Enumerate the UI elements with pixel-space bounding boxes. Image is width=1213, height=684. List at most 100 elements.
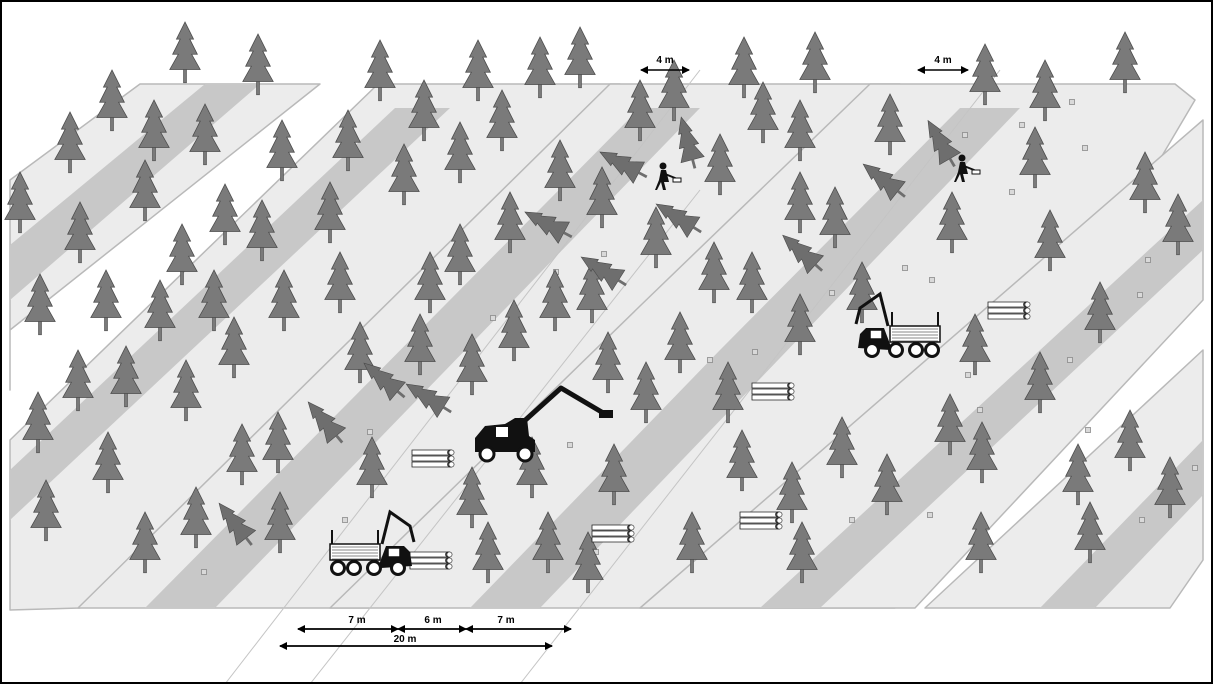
conifer-icon <box>246 199 278 262</box>
stump-marker-icon <box>977 407 983 413</box>
conifer-icon <box>1062 443 1094 506</box>
stump-marker-icon <box>962 132 968 138</box>
conifer-icon <box>966 421 998 484</box>
log-pile-icon <box>751 382 795 401</box>
conifer-icon <box>784 99 816 162</box>
conifer-icon <box>532 511 564 574</box>
conifer-icon <box>92 431 124 494</box>
stump-marker-icon <box>1137 292 1143 298</box>
felled-conifer-icon <box>363 362 406 402</box>
conifer-icon <box>444 121 476 184</box>
felled-conifer-icon <box>524 211 573 244</box>
conifer-icon <box>64 201 96 264</box>
conifer-icon <box>726 429 758 492</box>
trail-width-dimension-left: 4 m <box>640 55 690 74</box>
trail-width-label-left: 4 m <box>656 55 673 66</box>
conifer-icon <box>486 89 518 152</box>
conifer-icon <box>444 223 476 286</box>
stump-marker-icon <box>1069 99 1075 105</box>
stump-marker-icon <box>490 315 496 321</box>
conifer-icon <box>1109 31 1141 94</box>
forwarder-icon <box>854 291 941 358</box>
conifer-icon <box>96 69 128 132</box>
stump-marker-icon <box>902 265 908 271</box>
trail-width-dimension-right: 4 m <box>917 55 969 74</box>
conifer-icon <box>965 511 997 574</box>
standing-trees <box>4 21 1194 594</box>
conifer-icon <box>138 99 170 162</box>
stump-marker-icon <box>1192 465 1198 471</box>
conifer-icon <box>268 269 300 332</box>
stump-marker-icon <box>927 512 933 518</box>
workers <box>655 154 981 190</box>
strip-width-label-left: 7 m <box>348 615 365 626</box>
log-pile-icon <box>987 301 1031 320</box>
conifer-icon <box>1034 209 1066 272</box>
conifer-icon <box>1029 59 1061 122</box>
conifer-icon <box>166 223 198 286</box>
forwarder-icon <box>329 509 416 576</box>
log-pile-icon <box>739 511 783 530</box>
conifer-icon <box>1024 351 1056 414</box>
conifer-icon <box>198 269 230 332</box>
conifer-icon <box>658 59 690 122</box>
conifer-icon <box>129 511 161 574</box>
stump-marker-icon <box>1082 145 1088 151</box>
conifer-icon <box>414 251 446 314</box>
chainsaw-worker-icon <box>954 154 981 182</box>
conifer-icon <box>1129 151 1161 214</box>
conifer-icon <box>24 273 56 336</box>
conifer-icon <box>30 479 62 542</box>
forest-strip <box>9 83 621 611</box>
conifer-icon <box>1019 126 1051 189</box>
conifer-icon <box>934 393 966 456</box>
trail-width-label-right: 4 m <box>934 55 951 66</box>
conifer-icon <box>676 511 708 574</box>
strip-width-label-right: 7 m <box>497 615 514 626</box>
strip-width-dimension-left: 7 m <box>297 615 399 633</box>
conifer-icon <box>1074 501 1106 564</box>
stump-marker-icon <box>849 517 855 523</box>
felled-conifer-icon <box>927 119 961 168</box>
conifer-icon <box>262 411 294 474</box>
conifer-icon <box>218 316 250 379</box>
conifer-icon <box>539 269 571 332</box>
conifer-icon <box>62 349 94 412</box>
conifer-icon <box>462 39 494 102</box>
log-pile-icon <box>409 551 453 570</box>
harvester-icon <box>475 385 613 463</box>
conifer-icon <box>356 436 388 499</box>
conifer-icon <box>1114 409 1146 472</box>
felled-conifer-icon <box>580 256 627 292</box>
conifer-icon <box>969 43 1001 106</box>
conifer-icon <box>592 331 624 394</box>
stump-marker-icon <box>601 251 607 257</box>
conifer-icon <box>874 93 906 156</box>
dimension-annotations: 4 m 4 m 7 m 6 m 7 m <box>279 55 969 650</box>
conifer-icon <box>936 191 968 254</box>
trail-middle-dimension: 6 m <box>397 615 467 633</box>
conifer-icon <box>776 461 808 524</box>
conifer-icon <box>871 453 903 516</box>
conifer-icon <box>846 261 878 324</box>
conifer-icon <box>728 36 760 99</box>
conifer-icon <box>144 279 176 342</box>
stump-marker-icon <box>201 569 207 575</box>
stump-marker-icon <box>1145 257 1151 263</box>
chainsaw-worker-icon <box>655 162 682 190</box>
conifer-icon <box>170 359 202 422</box>
conifer-icon <box>576 261 608 324</box>
conifer-icon <box>242 33 274 96</box>
conifer-icon <box>598 443 630 506</box>
conifer-icon <box>624 79 656 142</box>
conifer-icon <box>698 241 730 304</box>
stump-marker-icon <box>929 277 935 283</box>
stump-marker-icon <box>1139 517 1145 523</box>
conifer-icon <box>180 486 212 549</box>
stump-marker-icon <box>567 442 573 448</box>
stump-marker-icon <box>1009 189 1015 195</box>
conifer-icon <box>494 191 526 254</box>
conifer-icon <box>664 311 696 374</box>
conifer-icon <box>1084 281 1116 344</box>
